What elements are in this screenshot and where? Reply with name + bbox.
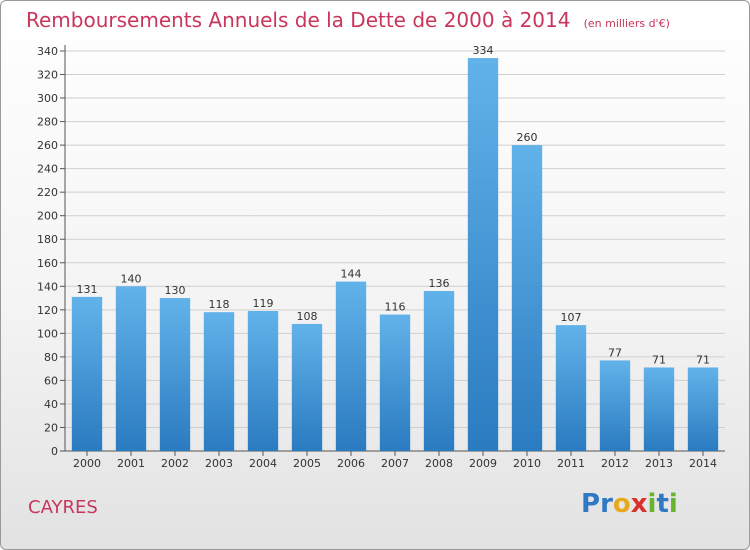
bar xyxy=(291,323,323,451)
bar xyxy=(115,286,147,451)
bar-value-label: 131 xyxy=(77,283,98,296)
x-tick-label: 2014 xyxy=(689,457,717,470)
chart-title: Remboursements Annuels de la Dette de 20… xyxy=(26,8,571,32)
bar xyxy=(599,360,631,451)
y-tick-label: 0 xyxy=(51,445,58,458)
data-labels: 131 140 130 118 119 108 144 116 136 334 260 107 77 71… xyxy=(77,44,711,366)
chart-unit: (en milliers d'€) xyxy=(583,17,670,30)
bar-value-label: 130 xyxy=(165,284,186,297)
bar-value-label: 119 xyxy=(253,297,274,310)
logo-letter: o xyxy=(612,489,631,519)
bar xyxy=(423,291,455,451)
bar-value-label: 136 xyxy=(429,277,450,290)
bar-value-label: 140 xyxy=(121,272,142,285)
x-tick-label: 2010 xyxy=(513,457,541,470)
bar-value-label: 116 xyxy=(385,301,406,314)
logo-letter: r xyxy=(600,489,613,519)
x-tick-label: 2000 xyxy=(73,457,101,470)
x-tick-label: 2011 xyxy=(557,457,585,470)
y-tick-label: 80 xyxy=(44,351,58,364)
bar-value-label: 71 xyxy=(652,353,666,366)
x-tick-label: 2006 xyxy=(337,457,365,470)
x-tick-label: 2007 xyxy=(381,457,409,470)
bar-value-label: 260 xyxy=(517,131,538,144)
y-tick-label: 240 xyxy=(37,163,58,176)
x-tick-label: 2012 xyxy=(601,457,629,470)
logo-letter: P xyxy=(581,489,601,519)
bar-value-label: 118 xyxy=(209,298,230,311)
y-tick-label: 340 xyxy=(37,45,58,58)
y-tick-label: 200 xyxy=(37,210,58,223)
x-tick-label: 2009 xyxy=(469,457,497,470)
y-tick-label: 100 xyxy=(37,327,58,340)
y-tick-label: 160 xyxy=(37,257,58,270)
y-tick-label: 220 xyxy=(37,186,58,199)
bar xyxy=(71,296,103,451)
logo-letter: i xyxy=(647,489,657,519)
bar xyxy=(643,367,675,451)
bar xyxy=(687,367,719,451)
x-tick-label: 2001 xyxy=(117,457,145,470)
x-tick-label: 2008 xyxy=(425,457,453,470)
bar xyxy=(511,145,543,451)
y-tick-label: 140 xyxy=(37,280,58,293)
bar-value-label: 108 xyxy=(297,310,318,323)
bar xyxy=(159,298,191,451)
bars xyxy=(71,58,719,451)
logo-letter: i xyxy=(668,489,678,519)
bar-value-label: 334 xyxy=(473,44,494,57)
bar-value-label: 107 xyxy=(561,311,582,324)
bar-value-label: 144 xyxy=(341,268,362,281)
y-tick-label: 280 xyxy=(37,116,58,129)
x-tick-label: 2005 xyxy=(293,457,321,470)
logo-letter: t xyxy=(656,489,669,519)
title-row: Remboursements Annuels de la Dette de 20… xyxy=(26,8,670,32)
y-tick-label: 260 xyxy=(37,139,58,152)
bar xyxy=(467,58,499,451)
commune-name: CAYRES xyxy=(28,497,98,518)
axes: 0 20 40 60 80 100 120 140 160 180 200 220 240 260 280 3… xyxy=(37,45,725,470)
x-tick-label: 2003 xyxy=(205,457,233,470)
x-tick-label: 2004 xyxy=(249,457,277,470)
x-tick-label: 2013 xyxy=(645,457,673,470)
y-tick-label: 40 xyxy=(44,398,58,411)
bar-value-label: 77 xyxy=(608,346,622,359)
bar xyxy=(247,311,279,451)
x-tick-label: 2002 xyxy=(161,457,189,470)
bar xyxy=(555,325,587,451)
bar xyxy=(379,314,411,451)
y-tick-label: 300 xyxy=(37,92,58,105)
y-tick-label: 60 xyxy=(44,374,58,387)
bar xyxy=(203,312,235,451)
y-tick-label: 180 xyxy=(37,233,58,246)
logo-letter: x xyxy=(630,489,648,519)
y-tick-label: 120 xyxy=(37,304,58,317)
bar-value-label: 71 xyxy=(696,353,710,366)
proxiti-logo: Proxiti xyxy=(581,489,678,519)
bar xyxy=(335,281,367,451)
y-tick-label: 320 xyxy=(37,69,58,82)
y-tick-label: 20 xyxy=(44,421,58,434)
